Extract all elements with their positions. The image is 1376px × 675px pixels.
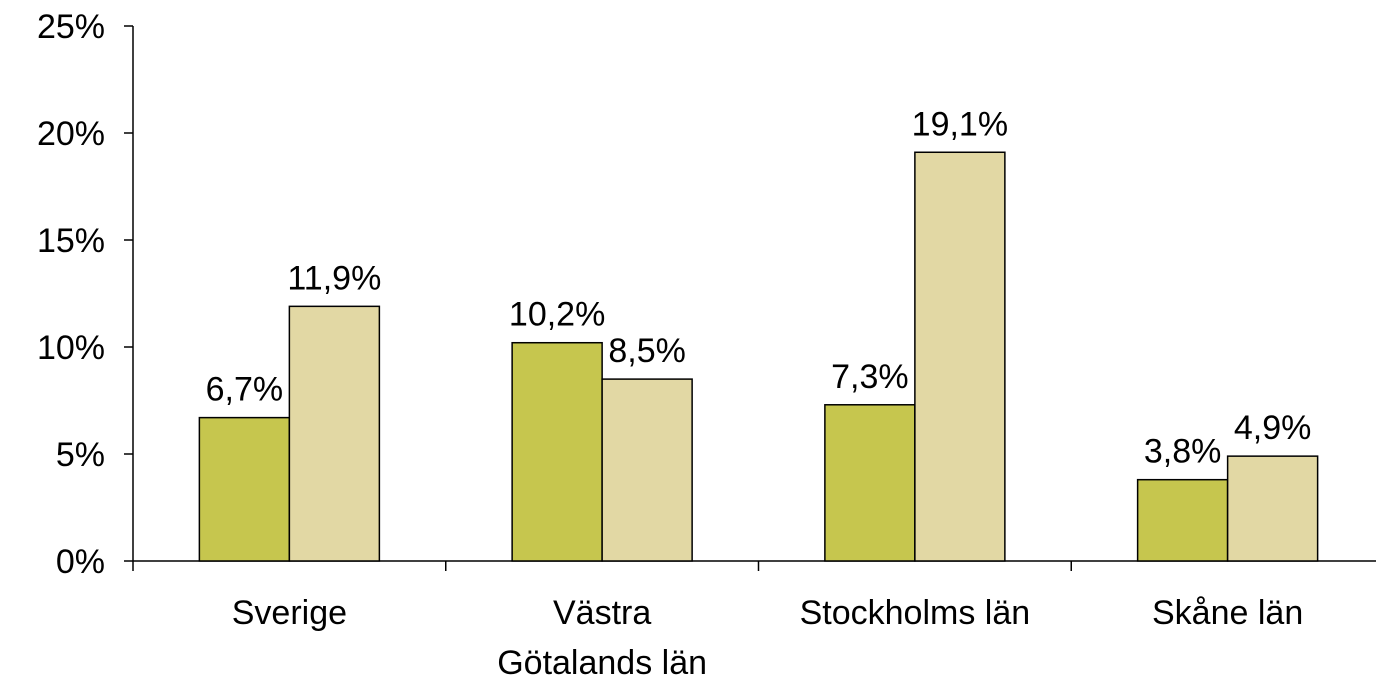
data-label: 19,1% (912, 105, 1008, 143)
y-tick-label: 25% (37, 8, 105, 46)
bar (601, 378, 693, 562)
bar (914, 151, 1006, 562)
y-tick-label: 20% (37, 115, 105, 153)
bar (511, 341, 603, 562)
x-tick-label: Götalands län (497, 644, 707, 675)
y-tick-label: 0% (56, 543, 105, 581)
bar (1136, 478, 1229, 562)
data-label: 7,3% (831, 358, 909, 396)
data-label: 6,7% (206, 371, 284, 409)
bars (198, 151, 1319, 562)
x-tick-label: Sverige (232, 594, 347, 632)
data-label: 8,5% (608, 332, 686, 370)
y-tick-label: 10% (37, 329, 105, 367)
data-label: 10,2% (509, 296, 605, 334)
data-label: 11,9% (287, 259, 381, 297)
y-tick-label: 15% (37, 222, 105, 260)
y-axis: 0% 5% 10% 15% 20% 25% (37, 8, 134, 581)
bar (288, 305, 381, 562)
data-label: 4,9% (1234, 409, 1312, 447)
x-tick-label: Västra (553, 594, 651, 632)
x-tick-label: Stockholms län (800, 594, 1031, 632)
y-tick-label: 5% (56, 436, 105, 474)
bar (824, 404, 916, 562)
bar (198, 416, 291, 562)
data-label: 3,8% (1144, 433, 1222, 471)
x-axis (132, 560, 1376, 571)
x-tick-label: Skåne län (1152, 594, 1303, 632)
category-labels: Sverige Västra Götalands län Stockholms län… (232, 594, 1304, 675)
bar (1226, 455, 1319, 562)
data-labels: 6,7% 11,9% 10,2%8,5% 7,3% 19,1% 3,8% 4,9% (206, 105, 1312, 470)
